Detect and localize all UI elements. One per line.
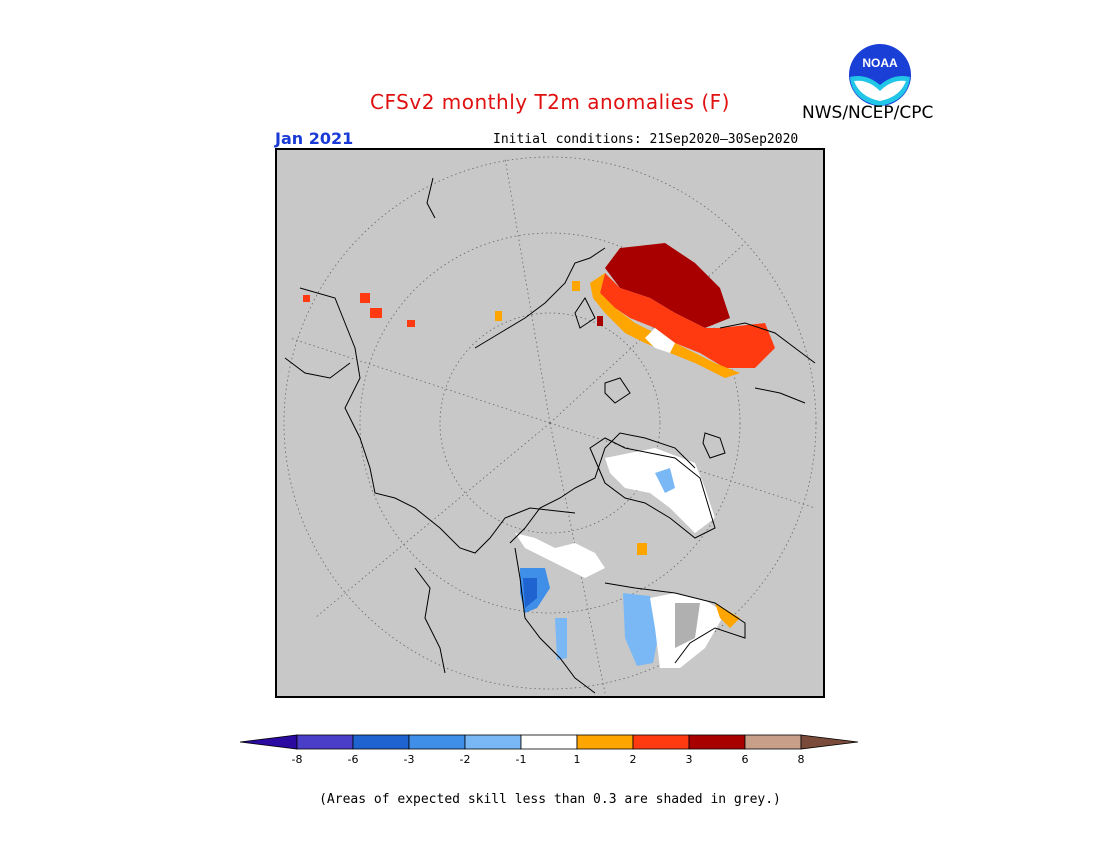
colorbar-arrow-left (240, 734, 298, 750)
colorbar-box (296, 734, 354, 750)
colorbar-tick-label: -6 (348, 753, 359, 766)
colorbar-box (744, 734, 802, 750)
colorbar-tick-label: -3 (404, 753, 415, 766)
colorbar: -8 -6 -3 -2 -1 1 2 3 6 8 (240, 734, 859, 766)
colorbar-tick-label: 6 (742, 753, 749, 766)
colorbar-box (464, 734, 522, 750)
colorbar-tick-label: 2 (630, 753, 637, 766)
polar-map (275, 148, 825, 698)
graticule (283, 156, 817, 694)
colorbar-tick-label: -2 (460, 753, 471, 766)
colorbar-box (632, 734, 690, 750)
logo-text: NOAA (862, 56, 898, 70)
coastlines (284, 177, 816, 694)
noaa-logo: NOAA (849, 44, 911, 106)
colorbar-tick-label: 8 (798, 753, 805, 766)
colorbar-box (520, 734, 578, 750)
colorbar-box (576, 734, 634, 750)
initial-conditions: Initial conditions: 21Sep2020–30Sep2020 (493, 132, 799, 147)
colorbar-arrow-right (800, 734, 859, 750)
colorbar-box (352, 734, 410, 750)
colorbar-tick-label: 3 (686, 753, 693, 766)
anomaly-shading (303, 243, 775, 668)
skill-note: (Areas of expected skill less than 0.3 a… (319, 792, 781, 807)
colorbar-box (408, 734, 466, 750)
colorbar-tick-label: 1 (574, 753, 581, 766)
colorbar-box (688, 734, 746, 750)
valid-month: Jan 2021 (275, 129, 354, 148)
colorbar-tick-label: -8 (292, 753, 303, 766)
map-title: CFSv2 monthly T2m anomalies (F) (370, 90, 730, 114)
agency-label: NWS/NCEP/CPC (802, 103, 934, 123)
colorbar-tick-label: -1 (516, 753, 527, 766)
